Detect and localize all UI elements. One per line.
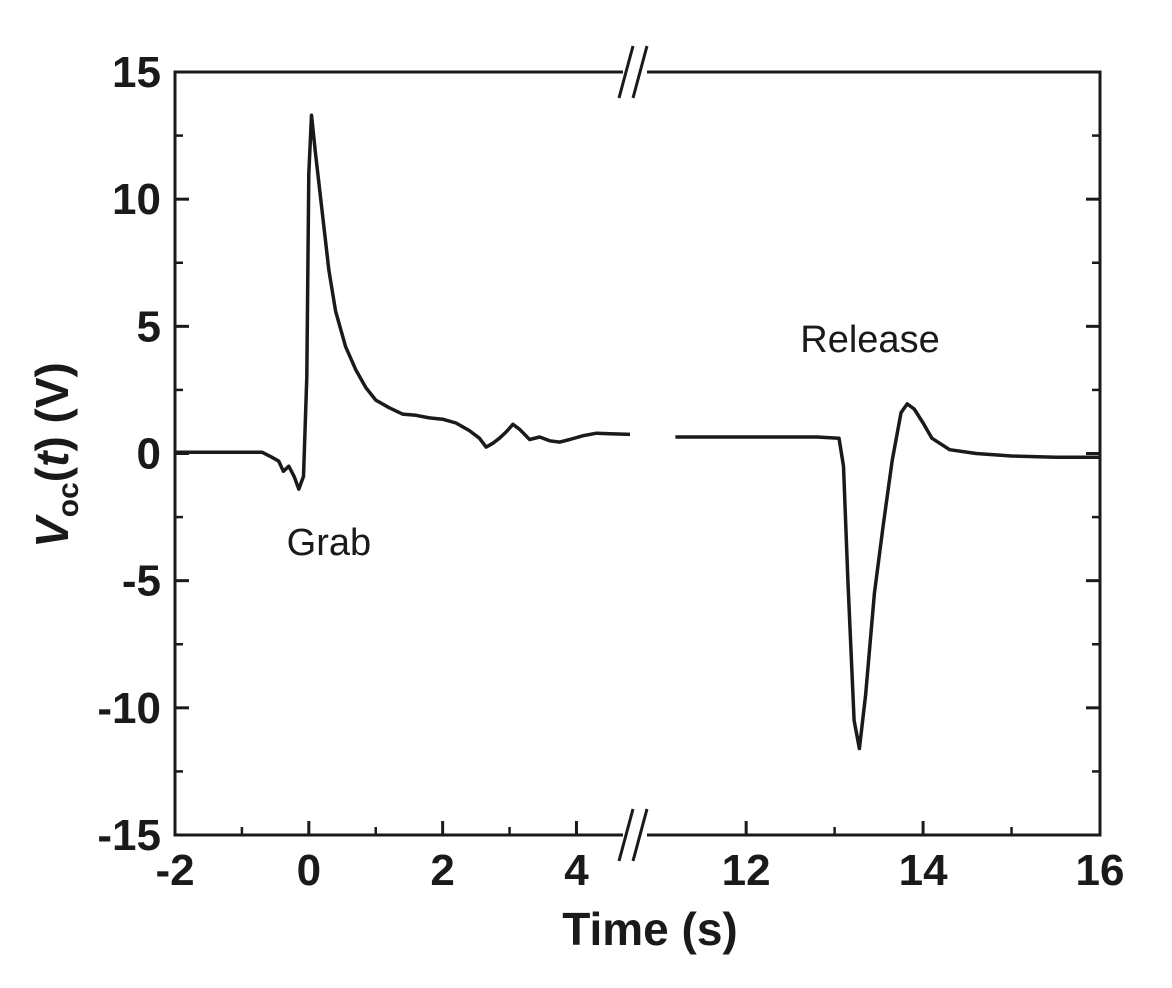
x-tick-label: -2 [155, 846, 194, 895]
x-tick-label: 0 [297, 846, 321, 895]
x-tick-label: 12 [722, 846, 771, 895]
x-axis-title: Time (s) [562, 903, 738, 955]
y-axis-title-unit: (V) [26, 362, 78, 423]
x-tick-label: 4 [564, 846, 589, 895]
x-axis: -2 0 2 4 12 14 16 [155, 821, 1124, 895]
y-axis-title-argument-open: ( [26, 466, 78, 482]
y-tick-label: 15 [112, 48, 161, 97]
axis-breaks [617, 45, 649, 862]
plot-frame [173, 70, 1102, 837]
series-line-segment-2 [675, 402, 1100, 751]
plot-border [173, 70, 1102, 837]
y-axis-title: Voc(t) (V) [26, 362, 85, 548]
axis-break-mark [617, 808, 635, 862]
y-axis: -15 -10 -5 0 5 10 15 [97, 48, 1100, 860]
y-axis-title-argument: t [26, 450, 78, 467]
axis-break-gap [623, 831, 647, 839]
x-tick-label: 2 [430, 846, 454, 895]
y-tick-label: -10 [97, 684, 161, 733]
x-tick-label: 16 [1076, 846, 1125, 895]
x-tick-label: 14 [899, 846, 948, 895]
y-tick-label: 5 [137, 302, 161, 351]
annotation-release: Release [800, 319, 939, 361]
y-tick-label: -5 [122, 557, 161, 606]
y-axis-title-subscript: oc [52, 482, 85, 517]
y-tick-label: -15 [97, 811, 161, 860]
y-axis-title-symbol: V [26, 514, 78, 548]
y-tick-label: 10 [112, 175, 161, 224]
axis-break-mark [631, 808, 649, 862]
y-axis-title-argument-close: ) [26, 423, 78, 451]
axis-break-mark [617, 45, 635, 99]
annotations: Grab Release [287, 319, 940, 564]
axis-break-gap [623, 68, 647, 76]
annotation-grab: Grab [287, 522, 371, 564]
series-line-segment-1 [175, 113, 631, 491]
axis-break-mark [631, 45, 649, 99]
y-tick-label: 0 [137, 430, 161, 479]
voltage-series [175, 113, 1100, 751]
